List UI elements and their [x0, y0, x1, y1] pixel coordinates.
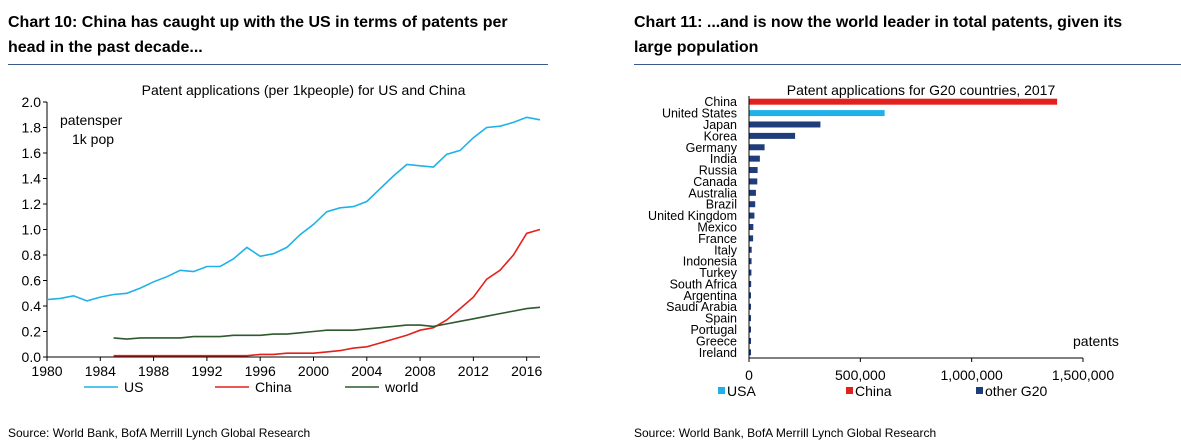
bar-united-kingdom	[749, 212, 755, 219]
category-label: Greece	[696, 334, 737, 348]
line-chart-annotation: 1k pop	[72, 131, 114, 147]
left-chart-panel: Chart 10: China has caught up with the U…	[0, 0, 560, 448]
category-label: Japan	[703, 118, 737, 132]
bar-greece	[749, 337, 751, 344]
x-tick-label: 1980	[31, 363, 62, 379]
x-tick-label: 2016	[511, 363, 542, 379]
legend-label-other-g20: other G20	[985, 383, 1047, 399]
category-label: Portugal	[690, 323, 737, 337]
bar-australia	[749, 189, 756, 196]
x-axis-label: patents	[1073, 333, 1119, 349]
bar-portugal	[749, 326, 751, 333]
x-tick-label: 2012	[458, 363, 489, 379]
category-label: Australia	[688, 186, 737, 200]
bar-japan	[749, 121, 821, 128]
bar-chart: Patent applications for G20 countries, 2…	[648, 82, 1119, 399]
bar-saudi-arabia	[749, 303, 751, 310]
line-chart: Patent applications (per 1kpeople) for U…	[22, 82, 543, 395]
x-tick-label: 2004	[351, 363, 382, 379]
category-label: France	[698, 232, 737, 246]
legend-label-us: US	[124, 379, 143, 395]
line-chart-title: Patent applications (per 1kpeople) for U…	[142, 82, 466, 98]
bar-china	[749, 98, 1058, 105]
right-chart-panel: Chart 11: ...and is now the world leader…	[632, 0, 1181, 448]
x-tick-label: 1996	[245, 363, 276, 379]
x-tick-label: 1,000,000	[941, 367, 1003, 383]
category-label: Russia	[699, 164, 737, 178]
legend-swatch-china	[846, 387, 853, 394]
legend-swatch-usa	[718, 387, 725, 394]
series-line-china	[113, 228, 541, 357]
y-tick-label: 2.0	[22, 94, 42, 110]
bar-russia	[749, 167, 758, 174]
category-label: United Kingdom	[648, 209, 737, 223]
x-tick-label: 1984	[85, 363, 116, 379]
category-label: Brazil	[706, 198, 737, 212]
x-tick-label: 1,500,000	[1052, 367, 1114, 383]
bar-spain	[749, 315, 751, 322]
chart-10-source: Source: World Bank, BofA Merrill Lynch G…	[8, 426, 311, 440]
chart-11-heading-rule	[634, 64, 1181, 65]
x-tick-label: 500,000	[835, 367, 886, 383]
legend-label-china: China	[855, 383, 892, 399]
legend-swatch-other-g20	[976, 387, 983, 394]
category-label: India	[710, 152, 737, 166]
bar-united-states	[749, 110, 885, 117]
chart-10-heading: Chart 10: China has caught up with the U…	[8, 14, 508, 56]
category-label: Spain	[705, 312, 737, 326]
category-label: Korea	[704, 129, 737, 143]
category-label: Germany	[686, 141, 738, 155]
line-chart-annotation: patensper	[60, 112, 123, 128]
bar-india	[749, 155, 760, 162]
y-tick-label: 1.8	[22, 120, 42, 136]
x-tick-label: 2008	[405, 363, 436, 379]
bar-chart-title: Patent applications for G20 countries, 2…	[787, 82, 1056, 98]
series-line-world	[113, 306, 541, 340]
category-label: China	[704, 95, 737, 109]
category-label: South Africa	[670, 277, 737, 291]
bar-canada	[749, 178, 758, 185]
category-label: United States	[662, 107, 737, 121]
chart-11-heading: Chart 11: ...and is now the world leader…	[634, 14, 1123, 56]
category-label: Saudi Arabia	[666, 300, 737, 314]
x-tick-label: 0	[745, 367, 753, 383]
y-tick-label: 0.6	[22, 273, 42, 289]
category-label: Indonesia	[683, 255, 737, 269]
bar-korea	[749, 132, 796, 139]
bar-ireland	[749, 349, 751, 356]
bar-germany	[749, 144, 765, 151]
bar-france	[749, 235, 754, 242]
series-line-us	[46, 116, 541, 302]
bar-italy	[749, 246, 752, 253]
y-tick-label: 0.2	[22, 324, 42, 340]
chart-10-heading-rule	[8, 64, 548, 65]
category-label: Mexico	[697, 221, 737, 235]
y-tick-label: 0.8	[22, 247, 42, 263]
x-tick-label: 1988	[138, 363, 169, 379]
bar-brazil	[749, 201, 756, 208]
legend-label-usa: USA	[727, 383, 756, 399]
bar-south-africa	[749, 280, 752, 287]
y-tick-label: 0.4	[22, 298, 42, 314]
x-tick-label: 2000	[298, 363, 329, 379]
y-tick-label: 1.2	[22, 196, 42, 212]
category-label: Canada	[693, 175, 737, 189]
legend-label-world: world	[384, 379, 418, 395]
bar-mexico	[749, 224, 754, 230]
category-label: Ireland	[699, 346, 737, 360]
category-label: Turkey	[699, 266, 737, 280]
bar-argentina	[749, 292, 751, 299]
y-tick-label: 1.0	[22, 222, 42, 238]
bar-turkey	[749, 269, 752, 276]
x-tick-label: 1992	[191, 363, 222, 379]
y-tick-label: 0.0	[22, 349, 42, 365]
legend-label-china: China	[255, 379, 292, 395]
y-tick-label: 1.6	[22, 145, 42, 161]
bar-indonesia	[749, 258, 752, 265]
y-tick-label: 1.4	[22, 171, 42, 187]
category-label: Argentina	[683, 289, 737, 303]
category-label: Italy	[714, 243, 738, 257]
chart-11-source: Source: World Bank, BofA Merrill Lynch G…	[634, 426, 937, 440]
